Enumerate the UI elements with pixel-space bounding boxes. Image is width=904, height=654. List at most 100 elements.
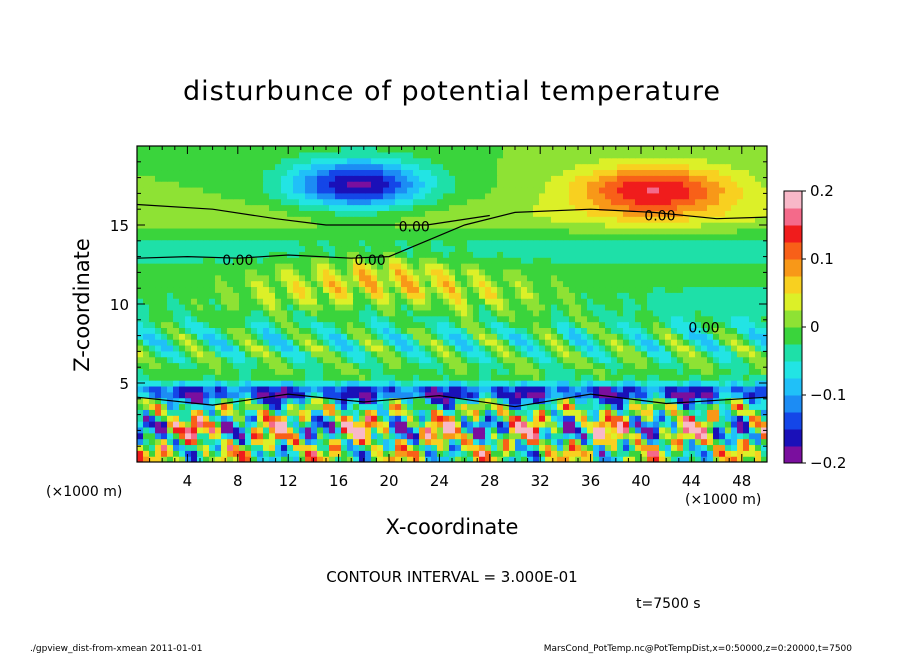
- heatmap-cell: [209, 304, 216, 311]
- heatmap-cell: [677, 216, 684, 223]
- heatmap-cell: [581, 251, 588, 258]
- heatmap-cell: [191, 198, 198, 206]
- heatmap-cell: [197, 327, 204, 334]
- heatmap-cell: [431, 304, 438, 311]
- heatmap-cell: [263, 280, 270, 288]
- heatmap-cell: [473, 426, 480, 434]
- heatmap-cell: [185, 450, 192, 457]
- heatmap-cell: [635, 362, 642, 369]
- heatmap-cell: [401, 268, 408, 276]
- heatmap-cell: [653, 222, 660, 229]
- heatmap-cell: [251, 192, 258, 200]
- heatmap-cell: [503, 227, 510, 235]
- heatmap-cell: [761, 192, 767, 200]
- heatmap-cell: [761, 374, 767, 381]
- heatmap-cell: [587, 344, 594, 352]
- heatmap-cell: [317, 268, 324, 276]
- heatmap-cell: [581, 321, 588, 329]
- heatmap-cell: [389, 245, 396, 252]
- heatmap-cell: [149, 362, 156, 369]
- heatmap-cell: [245, 263, 252, 270]
- heatmap-cell: [593, 286, 600, 293]
- heatmap-cell: [245, 186, 252, 194]
- heatmap-cell: [569, 298, 576, 305]
- heatmap-cell: [527, 450, 534, 457]
- heatmap-cell: [659, 227, 666, 235]
- heatmap-cell: [317, 409, 324, 416]
- heatmap-cell: [257, 456, 264, 462]
- heatmap-cell: [551, 251, 558, 258]
- heatmap-cell: [593, 309, 600, 317]
- heatmap-cell: [161, 415, 168, 422]
- heatmap-cell: [281, 333, 288, 340]
- heatmap-cell: [569, 397, 576, 405]
- heatmap-cell: [587, 233, 594, 241]
- heatmap-cell: [221, 432, 228, 440]
- heatmap-cell: [725, 356, 732, 364]
- heatmap-cell: [335, 350, 342, 358]
- heatmap-cell: [479, 245, 486, 252]
- heatmap-cell: [485, 403, 492, 410]
- heatmap-cell: [527, 210, 534, 217]
- heatmap-cell: [491, 198, 498, 206]
- heatmap-cell: [581, 380, 588, 387]
- heatmap-cell: [575, 403, 582, 410]
- heatmap-cell: [389, 210, 396, 217]
- heatmap-cell: [755, 403, 762, 410]
- heatmap-cell: [173, 350, 180, 358]
- heatmap-cell: [437, 233, 444, 241]
- heatmap-cell: [689, 186, 696, 194]
- heatmap-cell: [455, 403, 462, 410]
- heatmap-cell: [521, 263, 528, 270]
- heatmap-cell: [593, 374, 600, 381]
- heatmap-cell: [455, 426, 462, 434]
- heatmap-cell: [173, 385, 180, 393]
- heatmap-cell: [413, 268, 420, 276]
- heatmap-cell: [659, 350, 666, 358]
- heatmap-cell: [149, 227, 156, 235]
- heatmap-cell: [641, 222, 648, 229]
- heatmap-cell: [185, 415, 192, 422]
- heatmap-cell: [569, 292, 576, 299]
- heatmap-cell: [719, 456, 726, 462]
- heatmap-cell: [479, 321, 486, 329]
- heatmap-cell: [191, 421, 198, 428]
- heatmap-cell: [551, 421, 558, 428]
- heatmap-cell: [425, 368, 432, 375]
- heatmap-cell: [479, 198, 486, 206]
- heatmap-cell: [401, 274, 408, 282]
- heatmap-cell: [731, 198, 738, 206]
- heatmap-cell: [695, 432, 702, 440]
- heatmap-cell: [173, 309, 180, 317]
- heatmap-cell: [353, 274, 360, 282]
- heatmap-cell: [389, 280, 396, 288]
- heatmap-cell: [413, 368, 420, 375]
- heatmap-cell: [221, 186, 228, 194]
- heatmap-cell: [737, 309, 744, 317]
- heatmap-cell: [665, 391, 672, 399]
- heatmap-cell: [521, 186, 528, 194]
- heatmap-cell: [545, 222, 552, 229]
- heatmap-cell: [647, 227, 654, 235]
- heatmap-cell: [299, 356, 306, 364]
- heatmap-cell: [353, 456, 360, 462]
- heatmap-cell: [623, 450, 630, 457]
- heatmap-cell: [383, 415, 390, 422]
- heatmap-cell: [293, 251, 300, 258]
- heatmap-cell: [431, 239, 438, 247]
- heatmap-cell: [215, 327, 222, 334]
- heatmap-cell: [659, 304, 666, 311]
- heatmap-cell: [605, 292, 612, 299]
- heatmap-cell: [665, 257, 672, 264]
- heatmap-cell: [731, 391, 738, 399]
- heatmap-cell: [245, 339, 252, 346]
- heatmap-cell: [365, 327, 372, 334]
- heatmap-cell: [359, 350, 366, 358]
- heatmap-cell: [173, 380, 180, 387]
- heatmap-cell: [455, 304, 462, 311]
- heatmap-cell: [449, 438, 456, 446]
- heatmap-cell: [497, 186, 504, 194]
- heatmap-cell: [677, 426, 684, 434]
- heatmap-cell: [611, 245, 618, 252]
- heatmap-cell: [317, 432, 324, 440]
